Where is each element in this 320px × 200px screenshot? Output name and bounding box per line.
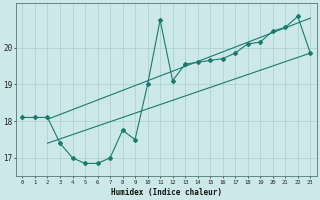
X-axis label: Humidex (Indice chaleur): Humidex (Indice chaleur) [111, 188, 222, 197]
